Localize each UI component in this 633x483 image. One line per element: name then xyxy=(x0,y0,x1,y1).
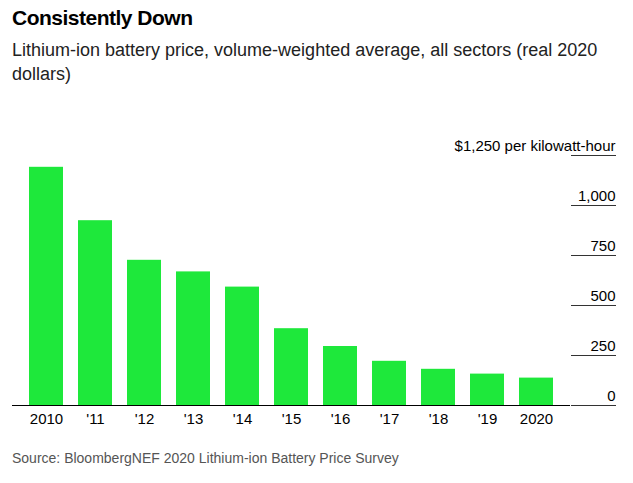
svg-text:2010: 2010 xyxy=(30,410,63,427)
svg-text:$1,250 per kilowatt-hour: $1,250 per kilowatt-hour xyxy=(455,137,616,154)
svg-text:'12: '12 xyxy=(135,410,155,427)
svg-text:500: 500 xyxy=(590,287,615,304)
svg-text:'18: '18 xyxy=(429,410,449,427)
svg-text:'17: '17 xyxy=(380,410,400,427)
svg-text:'19: '19 xyxy=(478,410,498,427)
svg-text:'11: '11 xyxy=(86,410,104,427)
svg-text:'15: '15 xyxy=(282,410,302,427)
html-text:Consistently Down: Consistently Down xyxy=(12,6,193,29)
svg-text:2020: 2020 xyxy=(520,410,553,427)
svg-text:'14: '14 xyxy=(233,410,253,427)
svg-text:1,000: 1,000 xyxy=(578,187,616,204)
svg-text:250: 250 xyxy=(590,337,615,354)
svg-text:0: 0 xyxy=(607,387,615,404)
svg-text:'16: '16 xyxy=(331,410,351,427)
html-text:Lithium-ion battery price, vol: Lithium-ion battery price, volume-weight… xyxy=(12,40,598,84)
html-text:Source: BloombergNEF 2020 Lith: Source: BloombergNEF 2020 Lithium-ion Ba… xyxy=(12,450,399,466)
svg-text:750: 750 xyxy=(590,237,615,254)
svg-text:'13: '13 xyxy=(184,410,204,427)
